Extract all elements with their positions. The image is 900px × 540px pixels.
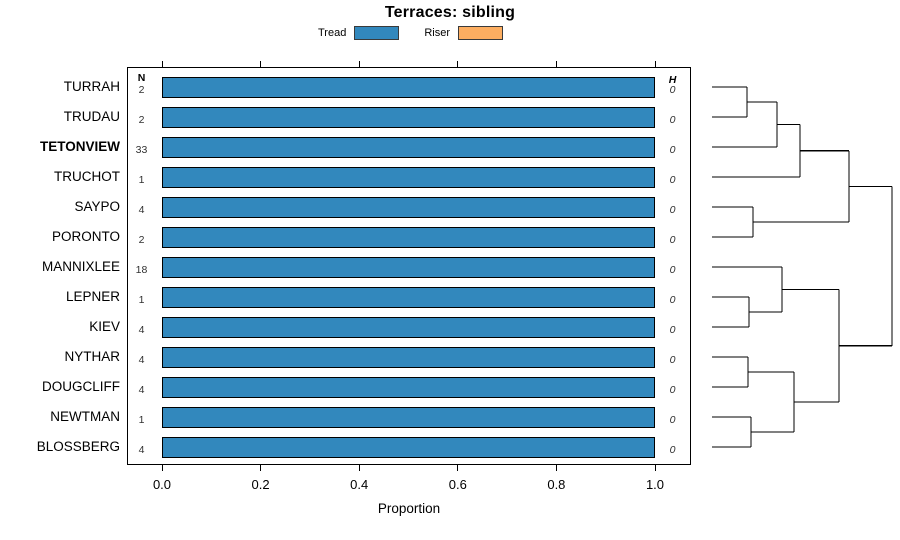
h-value: 0 <box>669 234 676 246</box>
h-value: 0 <box>669 294 676 306</box>
n-value: 2 <box>138 84 145 96</box>
n-value: 2 <box>138 114 145 126</box>
n-column-header: N <box>137 72 146 84</box>
h-value: 0 <box>669 114 676 126</box>
tread-bar <box>162 346 655 368</box>
n-value: 1 <box>138 174 145 186</box>
tread-bar <box>162 76 655 98</box>
h-value: 0 <box>669 144 676 156</box>
axis-tick-label: 0.8 <box>547 477 566 492</box>
row-label: MANNIXLEE <box>41 259 120 274</box>
tread-bar <box>162 136 655 158</box>
n-value: 4 <box>138 204 145 216</box>
h-value: 0 <box>669 414 676 426</box>
h-value: 0 <box>669 444 676 456</box>
n-value: 1 <box>138 294 145 306</box>
h-value: 0 <box>669 264 676 276</box>
h-value: 0 <box>669 84 676 96</box>
n-value: 1 <box>138 414 145 426</box>
row-label: DOUGCLIFF <box>41 379 120 394</box>
axis-tick-top <box>358 61 360 67</box>
h-value: 0 <box>669 204 676 216</box>
h-value: 0 <box>669 384 676 396</box>
row-label: LEPNER <box>65 289 120 304</box>
h-value: 0 <box>669 324 676 336</box>
tread-bar <box>162 196 655 218</box>
axis-tick-bottom <box>161 465 163 471</box>
h-value: 0 <box>669 354 676 366</box>
tread-bar <box>162 226 655 248</box>
h-column-header: H <box>668 74 677 86</box>
axis-tick-label: 0.4 <box>350 477 369 492</box>
axis-tick-top <box>161 61 163 67</box>
axis-tick-label: 0.6 <box>448 477 467 492</box>
n-value: 4 <box>138 384 145 396</box>
row-label: TRUCHOT <box>54 169 120 184</box>
axis-tick-bottom <box>260 465 262 471</box>
n-value: 2 <box>138 234 145 246</box>
legend-label-tread: Tread <box>318 26 347 39</box>
row-label: TURRAH <box>63 79 120 94</box>
legend-label-riser: Riser <box>424 26 450 39</box>
h-value: 0 <box>669 174 676 186</box>
axis-tick-bottom <box>654 465 656 471</box>
legend: Tread Riser <box>318 25 503 40</box>
tread-bar <box>162 376 655 398</box>
axis-tick-label: 0.2 <box>251 477 270 492</box>
row-label: NYTHAR <box>64 349 120 364</box>
row-label: NEWTMAN <box>50 409 120 424</box>
row-label: TRUDAU <box>63 109 120 124</box>
chart-title: Terraces: sibling <box>384 4 516 21</box>
axis-tick-bottom <box>457 465 459 471</box>
tread-bar <box>162 256 655 278</box>
axis-tick-label: 1.0 <box>645 477 665 492</box>
tread-bar <box>162 106 655 128</box>
x-axis-title: Proportion <box>377 501 441 516</box>
axis-tick-top <box>654 61 656 67</box>
tread-bar <box>162 406 655 428</box>
tread-bar <box>162 286 655 308</box>
row-label: SAYPO <box>74 199 120 214</box>
axis-tick-top <box>555 61 557 67</box>
n-value: 4 <box>138 324 145 336</box>
row-label: TETONVIEW <box>39 139 120 154</box>
row-label: PORONTO <box>51 229 120 244</box>
tread-bar <box>162 436 655 458</box>
n-value: 4 <box>138 444 145 456</box>
row-label: KIEV <box>89 319 120 334</box>
tread-bar <box>162 316 655 338</box>
axis-tick-top <box>457 61 459 67</box>
tread-bar <box>162 166 655 188</box>
legend-swatch-riser <box>458 25 503 40</box>
legend-swatch-tread <box>354 25 400 40</box>
axis-tick-bottom <box>555 465 557 471</box>
row-label: BLOSSBERG <box>36 439 120 454</box>
n-value: 4 <box>138 354 145 366</box>
axis-tick-label: 0.0 <box>152 477 172 492</box>
n-value: 33 <box>135 144 148 156</box>
axis-tick-top <box>260 61 262 67</box>
n-value: 18 <box>135 264 148 276</box>
axis-tick-bottom <box>358 465 360 471</box>
plot-area <box>127 67 691 465</box>
